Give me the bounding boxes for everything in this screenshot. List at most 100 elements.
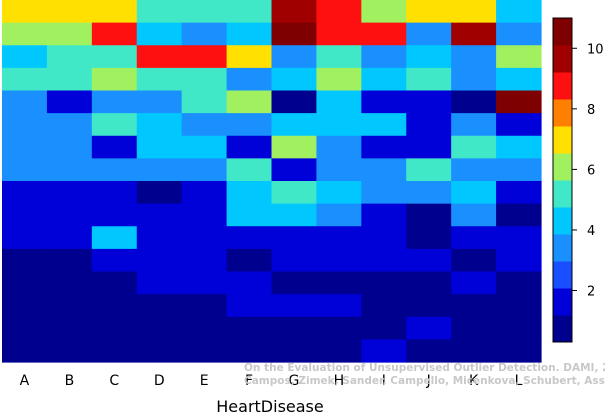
heatmap-cell: [91, 67, 138, 92]
heatmap-cell: [451, 90, 497, 114]
heatmap-cell: [226, 135, 273, 159]
heatmap-cell: [136, 158, 183, 182]
colorbar-segment: [553, 45, 572, 73]
heatmap-cell: [91, 226, 138, 250]
heatmap-cell: [46, 158, 93, 182]
heatmap-cell: [496, 294, 542, 318]
heatmap-cell: [91, 113, 138, 137]
heatmap-cell: [271, 339, 318, 363]
heatmap-cell: [2, 294, 48, 318]
colorbar-segment: [553, 126, 572, 154]
heatmap-cell: [46, 203, 93, 227]
heatmap-cell: [271, 0, 318, 24]
heatmap-cell: [2, 158, 48, 182]
heatmap-cell: [181, 181, 228, 205]
heatmap-cell: [46, 135, 93, 159]
heatmap-cells: [2, 0, 542, 363]
heatmap-cell: [226, 294, 273, 318]
heatmap-cell: [181, 113, 228, 137]
heatmap-cell: [136, 181, 183, 205]
x-tick-label: G: [289, 373, 300, 389]
colorbar-segment: [553, 153, 572, 181]
heatmap-cell: [406, 135, 452, 159]
heatmap-cell: [91, 22, 138, 46]
heatmap-cell: [181, 248, 228, 273]
heatmap-cell: [136, 226, 183, 250]
x-tick-label: E: [200, 373, 209, 389]
heatmap-cell: [316, 226, 362, 250]
heatmap-cell: [91, 181, 138, 205]
x-tick-label: C: [109, 373, 119, 389]
heatmap-cell: [136, 316, 183, 340]
heatmap-cell: [361, 203, 407, 227]
heatmap-cell: [361, 67, 407, 92]
heatmap-cell: [271, 294, 318, 318]
heatmap-cell: [136, 90, 183, 114]
heatmap-cell: [181, 135, 228, 159]
heatmap-cell: [46, 226, 93, 250]
heatmap-cell: [91, 316, 138, 340]
heatmap-cell: [2, 316, 48, 340]
x-tick-label: I: [382, 373, 386, 389]
heatmap-cell: [181, 203, 228, 227]
colorbar-tick-label: 4: [587, 224, 595, 239]
heatmap-cell: [496, 226, 542, 250]
heatmap-cell: [406, 67, 452, 92]
heatmap-cell: [451, 135, 497, 159]
heatmap-cell: [451, 158, 497, 182]
heatmap-cell: [271, 271, 318, 295]
heatmap-cell: [271, 203, 318, 227]
heatmap-cell: [2, 45, 48, 69]
heatmap-cell: [271, 45, 318, 69]
heatmap-cell: [451, 45, 497, 69]
heatmap-cell: [406, 0, 452, 24]
heatmap-cell: [2, 181, 48, 205]
heatmap-cell: [496, 248, 542, 273]
heatmap-cell: [496, 135, 542, 159]
heatmap-cell: [226, 271, 273, 295]
heatmap-cell: [361, 316, 407, 340]
heatmap-cell: [271, 316, 318, 340]
heatmap-cell: [496, 339, 542, 363]
colorbar-segment: [553, 18, 572, 46]
colorbar-tick-label: 10: [587, 42, 604, 57]
heatmap-cell: [361, 339, 407, 363]
x-tick-label: H: [334, 373, 345, 389]
colorbar-tick-label: 2: [587, 285, 595, 300]
heatmap-cell: [226, 22, 273, 46]
x-tick-label: A: [20, 373, 30, 389]
heatmap-cell: [316, 22, 362, 46]
heatmap-cell: [361, 271, 407, 295]
heatmap-cell: [361, 90, 407, 114]
heatmap-cell: [2, 90, 48, 114]
heatmap-cell: [361, 248, 407, 273]
heatmap-cell: [181, 271, 228, 295]
colorbar-segment: [553, 234, 572, 262]
heatmap-cell: [136, 0, 183, 24]
heatmap-cell: [406, 203, 452, 227]
heatmap-cell: [2, 271, 48, 295]
heatmap-cell: [46, 90, 93, 114]
heatmap-cell: [316, 90, 362, 114]
colorbar-segment: [553, 180, 572, 208]
x-tick-label: D: [154, 373, 165, 389]
heatmap-cell: [226, 0, 273, 24]
heatmap-cell: [181, 294, 228, 318]
heatmap-cell: [226, 316, 273, 340]
heatmap-cell: [271, 158, 318, 182]
heatmap-cell: [2, 203, 48, 227]
heatmap-cell: [181, 0, 228, 24]
heatmap-cell: [136, 203, 183, 227]
heatmap-cell: [451, 181, 497, 205]
heatmap-cell: [181, 316, 228, 340]
heatmap-cell: [316, 135, 362, 159]
heatmap-cell: [406, 248, 452, 273]
heatmap-cell: [226, 181, 273, 205]
heatmap-cell: [91, 271, 138, 295]
heatmap-cell: [136, 339, 183, 363]
heatmap-cell: [226, 226, 273, 250]
heatmap-cell: [406, 294, 452, 318]
heatmap-cell: [496, 181, 542, 205]
colorbar-segment: [553, 315, 572, 343]
